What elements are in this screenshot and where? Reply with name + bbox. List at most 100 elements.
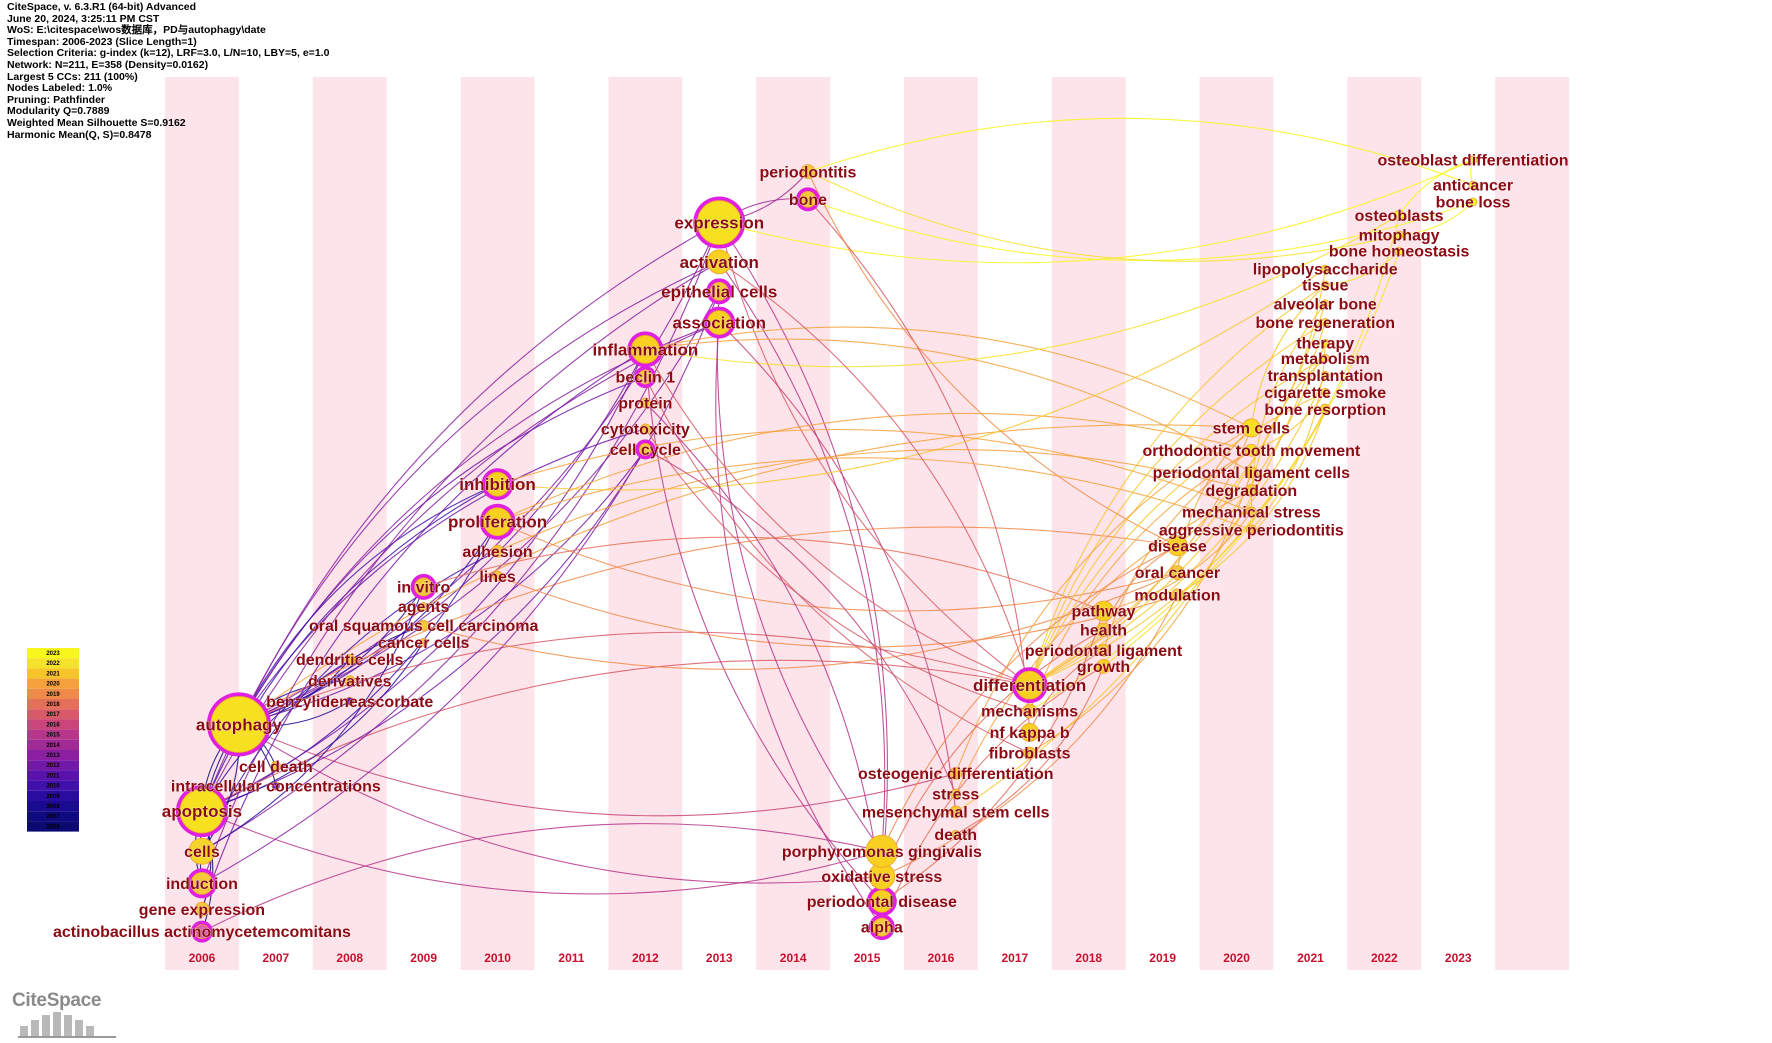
node-mitophagy[interactable] (1394, 230, 1404, 240)
node-label-pdl[interactable]: periodontal ligament (1025, 643, 1184, 661)
node-label-dendritic[interactable]: dendritic cells (296, 652, 404, 670)
node-label-msc[interactable]: mesenchymal stem cells (862, 804, 1050, 822)
node-association[interactable] (706, 310, 732, 335)
node-label-proliferation[interactable]: proliferation (448, 512, 548, 532)
node-label-bone_resorption[interactable]: bone resorption (1264, 401, 1386, 419)
node-label-oxidative[interactable]: oxidative stress (821, 869, 943, 887)
node-mechanical[interactable] (1245, 506, 1257, 518)
node-label-beclin[interactable]: beclin 1 (615, 369, 676, 387)
node-derivatives[interactable] (344, 675, 356, 687)
node-label-therapy[interactable]: therapy (1296, 335, 1354, 353)
node-label-disease[interactable]: disease (1148, 538, 1207, 556)
node-label-death[interactable]: death (934, 827, 977, 845)
node-transplantation[interactable] (1320, 370, 1330, 380)
node-intracellular[interactable] (271, 781, 281, 791)
node-otm[interactable] (1244, 443, 1258, 457)
node-label-adhesion[interactable]: adhesion (462, 543, 533, 561)
node-bone_loss[interactable] (1468, 197, 1478, 207)
node-pdl[interactable] (1097, 643, 1110, 657)
node-therapy[interactable] (1320, 338, 1330, 348)
node-label-inflammation[interactable]: inflammation (592, 340, 698, 360)
node-alpha[interactable] (872, 917, 892, 937)
node-label-lps[interactable]: lipopolysaccharide (1252, 261, 1398, 279)
node-activation[interactable] (706, 249, 732, 275)
node-bone[interactable] (799, 190, 817, 208)
node-label-mechanical[interactable]: mechanical stress (1182, 504, 1321, 522)
node-dendritic[interactable] (344, 653, 356, 665)
node-label-modulation[interactable]: modulation (1134, 587, 1221, 605)
node-label-stress[interactable]: stress (932, 786, 980, 804)
node-label-degradation[interactable]: degradation (1205, 483, 1298, 501)
node-label-transplantation[interactable]: transplantation (1267, 368, 1383, 386)
node-oral_cancer[interactable] (1170, 565, 1185, 581)
node-agents[interactable] (419, 602, 429, 611)
node-disease[interactable] (1167, 535, 1188, 557)
node-inflammation[interactable] (630, 334, 660, 364)
node-death[interactable] (951, 829, 961, 839)
node-label-gene_expression[interactable]: gene expression (139, 902, 266, 920)
node-label-health[interactable]: health (1080, 622, 1128, 640)
node-gene_expression[interactable] (194, 901, 210, 917)
node-label-otm[interactable]: orthodontic tooth movement (1142, 443, 1361, 461)
node-label-cell_cycle[interactable]: cell cycle (609, 442, 681, 460)
node-differentiation[interactable] (1015, 670, 1045, 700)
node-label-benzylidene[interactable]: benzylideneascorbate (266, 694, 434, 712)
node-label-apoptosis[interactable]: apoptosis (162, 802, 243, 822)
node-porphyromonas[interactable] (865, 834, 899, 868)
node-label-pathway[interactable]: pathway (1071, 603, 1136, 621)
node-stress[interactable] (950, 788, 962, 800)
node-benzylidene[interactable] (345, 696, 355, 706)
node-actinobacillus[interactable] (194, 924, 210, 940)
node-bone_homeostasis[interactable] (1394, 246, 1404, 256)
node-cell_cycle[interactable] (638, 442, 652, 456)
node-label-cell_death[interactable]: cell death (239, 759, 313, 777)
node-label-inhibition[interactable]: inhibition (459, 475, 536, 495)
node-tissue[interactable] (1320, 280, 1330, 290)
node-in_vitro[interactable] (414, 577, 434, 597)
node-label-bone[interactable]: bone (789, 192, 828, 210)
node-proliferation[interactable] (483, 507, 512, 537)
node-label-pdl_cells[interactable]: periodontal ligament cells (1152, 465, 1350, 483)
node-pathway[interactable] (1093, 600, 1114, 622)
node-label-protein[interactable]: protein (618, 395, 673, 413)
node-degradation[interactable] (1244, 484, 1258, 497)
node-label-cancer_cells[interactable]: cancer cells (378, 635, 470, 653)
node-label-osteoblasts[interactable]: osteoblasts (1354, 208, 1444, 226)
node-osteoblasts[interactable] (1393, 210, 1405, 221)
node-oscc[interactable] (418, 619, 430, 631)
node-label-induction[interactable]: induction (166, 876, 239, 894)
node-label-osteoblast_diff[interactable]: osteoblast differentiation (1377, 152, 1569, 170)
node-label-cigarette[interactable]: cigarette smoke (1264, 385, 1387, 403)
node-label-anticancer[interactable]: anticancer (1433, 177, 1514, 195)
node-protein[interactable] (639, 397, 651, 409)
node-label-actinobacillus[interactable]: actinobacillus actinomycetemcomitans (53, 924, 352, 942)
node-label-mechanisms[interactable]: mechanisms (981, 703, 1079, 721)
node-label-alpha[interactable]: alpha (861, 919, 903, 937)
node-msc[interactable] (949, 805, 963, 819)
node-label-tissue[interactable]: tissue (1302, 277, 1349, 295)
node-inhibition[interactable] (485, 471, 510, 497)
node-label-fibroblasts[interactable]: fibroblasts (988, 745, 1071, 763)
node-label-bone_homeostasis[interactable]: bone homeostasis (1329, 243, 1470, 261)
node-label-agents[interactable]: agents (398, 599, 450, 617)
node-label-activation[interactable]: activation (679, 253, 759, 273)
node-expression[interactable] (696, 200, 742, 245)
node-label-differentiation[interactable]: differentiation (973, 676, 1087, 696)
node-label-lines[interactable]: lines (479, 568, 516, 586)
node-pdl_cells[interactable] (1244, 466, 1258, 479)
node-aggressive[interactable] (1245, 524, 1257, 536)
node-label-aggressive[interactable]: aggressive periodontitis (1159, 522, 1345, 540)
node-label-bone_regeneration[interactable]: bone regeneration (1255, 315, 1395, 333)
node-cells[interactable] (188, 837, 216, 865)
node-bone_resorption[interactable] (1319, 403, 1331, 415)
node-label-growth[interactable]: growth (1077, 659, 1131, 677)
node-label-epithelial[interactable]: epithelial cells (661, 282, 778, 302)
node-label-periodontal_disease[interactable]: periodontal disease (806, 894, 957, 912)
node-periodontal_disease[interactable] (870, 889, 894, 913)
node-growth[interactable] (1096, 658, 1111, 674)
node-apoptosis[interactable] (179, 788, 225, 834)
node-label-mitophagy[interactable]: mitophagy (1358, 227, 1440, 245)
node-induction[interactable] (190, 871, 214, 895)
node-health[interactable] (1096, 622, 1111, 638)
